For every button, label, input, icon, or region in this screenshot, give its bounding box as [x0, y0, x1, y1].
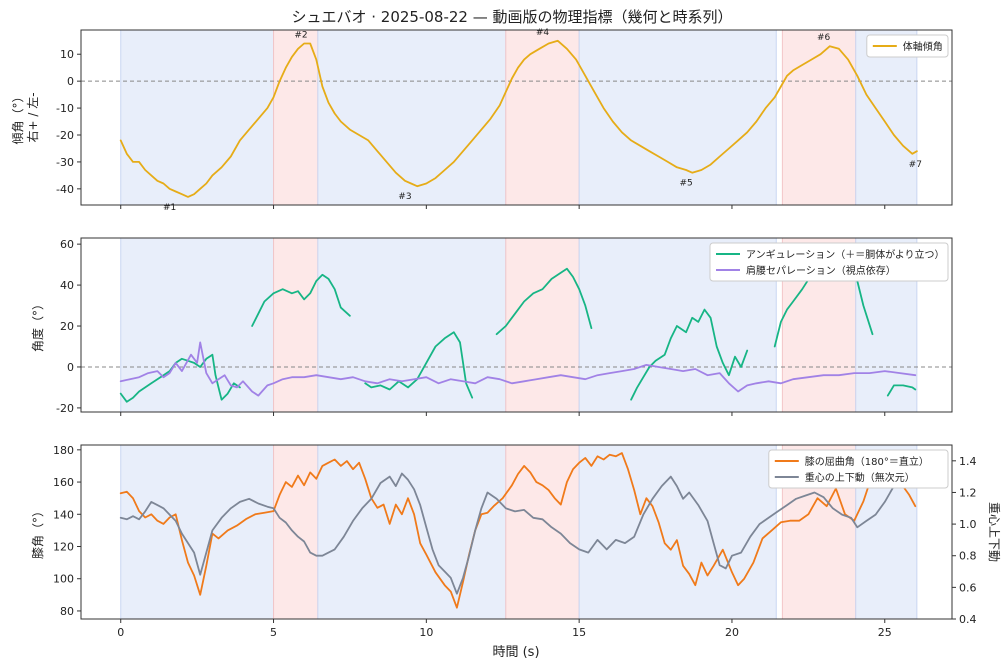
- y-tick-label: 100: [53, 573, 74, 586]
- peak-label-7: #7: [909, 160, 922, 170]
- y-axis-label: 膝角（°）: [31, 505, 45, 559]
- phase-band-red: [505, 445, 580, 619]
- x-tick-label: 0: [117, 626, 124, 639]
- phase-band-blue: [579, 445, 777, 619]
- series-line-angulation-seg3: [364, 331, 474, 399]
- y-tick-label: 80: [60, 605, 74, 618]
- y2-tick-label: 1.2: [959, 486, 977, 499]
- y2-axis-label: 重心上下動: [987, 502, 1001, 562]
- plot-frame: [80, 237, 953, 413]
- legend-label: 肩腰セパレーション（視点依存）: [746, 264, 896, 277]
- y-tick-label: -20: [56, 402, 74, 415]
- phase-band-red: [273, 30, 318, 205]
- legend-label: アンギュレーション（＋＝胴体がより立つ）: [746, 248, 945, 261]
- y2-tick-label: 0.8: [959, 550, 977, 563]
- peak-label-6: #6: [817, 33, 831, 43]
- lean-panel: #1 #2 #3 #4 #5 #6 #7 -40 -30 -20 -10 0 10 傾角（°） 右+ / 左…: [11, 28, 953, 213]
- knee-com-panel: 801001201401601800.40.60.81.01.21.4重心上下動…: [31, 444, 1001, 639]
- phase-band-blue: [120, 238, 274, 412]
- y-tick-label: 180: [53, 444, 74, 457]
- legend-label: 重心の上下動（無次元）: [805, 471, 915, 484]
- phase-band-blue: [855, 30, 917, 205]
- peak-label-3: #3: [398, 192, 411, 202]
- series-line-angulation-seg7: [886, 384, 917, 397]
- y-tick-label: 60: [60, 238, 74, 251]
- peak-label-1: #1: [163, 203, 176, 213]
- x-tick-label: 15: [572, 626, 586, 639]
- x-tick-label: 20: [725, 626, 739, 639]
- x-axis-label: 時間 (s): [492, 645, 539, 660]
- x-tick-label: 25: [878, 626, 892, 639]
- phase-band-blue: [579, 30, 777, 205]
- y2-tick-label: 1.4: [959, 455, 977, 468]
- y2-tick-label: 0.4: [959, 613, 977, 626]
- figure-title: シュエバオ · 2025-08-22 — 動画版の物理指標（幾何と時系列）: [291, 8, 732, 26]
- series-line-angulation-seg1: [119, 353, 241, 403]
- y-tick-label: 0: [67, 75, 74, 88]
- y-tick-label: -30: [56, 156, 74, 169]
- legend-label: 体軸傾角: [903, 40, 943, 53]
- y-tick-label: 10: [60, 48, 74, 61]
- y-axis-label: 角度（°）: [30, 298, 45, 352]
- peak-label-2: #2: [294, 30, 307, 40]
- y-tick-label: 20: [60, 320, 74, 333]
- legend-box: [768, 449, 949, 489]
- series-line-separation: [119, 341, 917, 397]
- phase-band-blue: [120, 30, 274, 205]
- series-line-knee: [119, 452, 917, 609]
- peak-label-5: #5: [679, 179, 692, 189]
- y2-tick-label: 1.0: [959, 518, 977, 531]
- y-tick-label: -40: [56, 183, 74, 196]
- y-tick-label: -10: [56, 102, 74, 115]
- series-line-lean: [119, 39, 918, 198]
- y-tick-label: 0: [67, 361, 74, 374]
- y2-tick-label: 0.6: [959, 581, 977, 594]
- plot-frame: [80, 29, 953, 206]
- plot-frame: [80, 444, 953, 620]
- y-axis-label: 右+ / 左-: [25, 92, 40, 142]
- legend-box: [709, 242, 949, 282]
- peak-label-4: #4: [536, 28, 550, 38]
- angles-panel: -20 0 20 40 60 角度（°） アンギュレーション（＋＝胴体がより立つ） 肩腰セパレ…: [30, 237, 953, 416]
- x-tick-label: 10: [419, 626, 433, 639]
- series-line-angulation-seg5: [630, 308, 749, 401]
- phase-band-blue: [120, 445, 274, 619]
- y-tick-label: 140: [53, 508, 74, 521]
- series-line-angulation-seg2: [251, 273, 351, 327]
- y-tick-label: -20: [56, 129, 74, 142]
- phase-band-red: [273, 445, 318, 619]
- y-axis-label: 傾角（°）: [11, 90, 25, 144]
- series-line-angulation-seg4: [495, 267, 593, 336]
- legend-box: [866, 34, 949, 58]
- y-tick-label: 120: [53, 541, 74, 554]
- phase-band-blue: [317, 238, 506, 412]
- x-tick-label: 5: [270, 626, 277, 639]
- phase-band-blue: [317, 30, 506, 205]
- phase-band-red: [505, 238, 580, 412]
- legend-label: 膝の屈曲角（180°＝直立）: [805, 455, 929, 468]
- phase-band-red: [273, 238, 318, 412]
- phase-band-red: [782, 30, 856, 205]
- y-tick-label: 160: [53, 476, 74, 489]
- series-line-com: [119, 459, 917, 595]
- phase-band-red: [505, 30, 580, 205]
- y-tick-label: 40: [60, 279, 74, 292]
